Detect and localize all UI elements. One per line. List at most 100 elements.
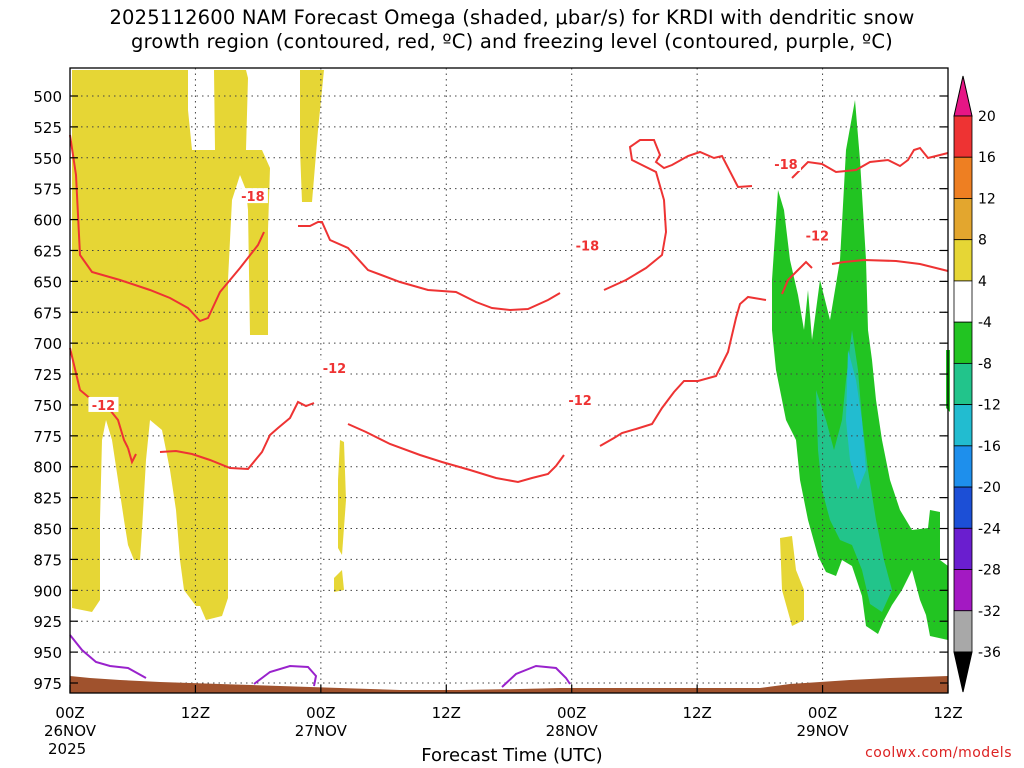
omega-positive-shading	[72, 70, 804, 626]
contour-minus12-far	[781, 260, 813, 295]
plot-frame	[69, 67, 949, 694]
contour-minus12-mid2	[347, 423, 565, 484]
contour-label-1: -18	[576, 240, 600, 255]
contour-label-bg-4	[319, 359, 350, 375]
y-tick-label-650: 650	[33, 273, 62, 291]
y-tick-label-825: 825	[33, 490, 62, 508]
colorbar-label-6: -8	[978, 356, 992, 372]
colorbar-band--4-4	[953, 280, 973, 323]
colorbar-label-10: -24	[978, 521, 1001, 537]
contour-minus18	[69, 134, 265, 323]
contour-minus18-mid	[298, 221, 561, 312]
omega-yellow-region	[72, 70, 270, 620]
colorbar-band--8--4	[953, 321, 973, 364]
y-tick-label-800: 800	[33, 459, 62, 477]
omega-yellow-top-strip	[300, 70, 324, 202]
x-tick-label-0: 00Z	[55, 704, 84, 722]
x-tick-label-12: 12Z	[181, 704, 210, 722]
omega-green-outer	[772, 100, 948, 640]
y-tick-label-500: 500	[33, 88, 62, 106]
x-tick-label-24: 00Z	[306, 704, 335, 722]
contour-label-0: -18	[241, 190, 265, 205]
contour-labels: -18 -18 -18 -12 -12 -12 -12	[88, 155, 833, 414]
contour-minus18-right	[603, 139, 753, 291]
contour-minus12-tail	[127, 447, 137, 465]
gridlines	[70, 68, 948, 693]
colorbar-band--24--20	[953, 486, 973, 529]
colorbar: 20 16 12 8 4 -4 -8 -12 -16 -20 -24 -28 -32 -36	[953, 75, 1001, 693]
omega-cyan	[846, 350, 866, 490]
y-tick-label-550: 550	[33, 150, 62, 168]
y-tick-label-725: 725	[33, 366, 62, 384]
x-tick-date-0: 26NOV	[44, 722, 97, 740]
dgz-contours	[69, 134, 949, 484]
colorbar-band--36--32	[953, 610, 973, 653]
y-tick-label-875: 875	[33, 551, 62, 569]
y-tick-label-900: 900	[33, 582, 62, 600]
contour-minus12-right	[599, 295, 767, 447]
colorbar-band-12-16	[953, 156, 973, 199]
colorbar-label-5: -4	[978, 315, 992, 331]
x-tick-label-84: 12Z	[933, 704, 962, 722]
contour-label-bg-2	[770, 155, 801, 171]
colorbar-band--16--12	[953, 404, 973, 447]
contour-label-bg-5	[565, 392, 596, 408]
colorbar-label-1: 16	[978, 150, 996, 166]
x-tick-date-72: 29NOV	[797, 722, 850, 740]
omega-yellow-late-blob	[780, 536, 804, 626]
colorbar-label-12: -32	[978, 604, 1001, 620]
x-tick-label-36: 12Z	[432, 704, 461, 722]
contour-label-2: -18	[774, 158, 798, 173]
chart-title-line1: 2025112600 NAM Forecast Omega (shaded, μ…	[109, 6, 915, 29]
terrain-fill	[70, 676, 948, 693]
contour-label-3: -12	[92, 399, 116, 414]
x-tick-label-72: 00Z	[808, 704, 837, 722]
contour-label-bg-6	[802, 227, 833, 243]
y-tick-label-575: 575	[33, 181, 62, 199]
colorbar-band-16-20	[953, 115, 973, 158]
y-tick-label-850: 850	[33, 521, 62, 539]
x-tick-date-24: 27NOV	[295, 722, 348, 740]
contour-minus12-mid	[159, 400, 315, 471]
x-tick-label-48: 00Z	[557, 704, 586, 722]
contour-label-6: -12	[806, 230, 830, 245]
contour-label-5: -12	[568, 394, 592, 409]
colorbar-label-4: 4	[978, 274, 987, 290]
colorbar-band--12--8	[953, 362, 973, 406]
colorbar-band--32--28	[953, 569, 973, 612]
y-tick-label-925: 925	[33, 613, 62, 631]
contour-label-4: -12	[323, 362, 347, 377]
colorbar-bottom-arrow	[953, 651, 973, 693]
y-tick-label-625: 625	[33, 242, 62, 260]
colorbar-label-2: 12	[978, 191, 996, 207]
colorbar-band--28--24	[953, 527, 973, 570]
site-credit[interactable]: coolwx.com/models	[865, 745, 1012, 761]
colorbar-label-0: 20	[978, 109, 996, 125]
contour-label-bg-1	[572, 237, 603, 253]
colorbar-label-9: -20	[978, 480, 1001, 496]
colorbar-band-8-12	[953, 198, 973, 241]
colorbar-top-arrow	[953, 75, 973, 117]
y-axis: 500 525 550 575 600 625 650 675 700 725 750 775 800 8…	[33, 88, 948, 693]
y-tick-label-975: 975	[33, 675, 62, 693]
x-axis-title: Forecast Time (UTC)	[421, 745, 603, 766]
colorbar-band--20--16	[953, 445, 973, 488]
y-tick-label-775: 775	[33, 428, 62, 446]
y-tick-label-600: 600	[33, 212, 62, 230]
y-tick-label-950: 950	[33, 644, 62, 662]
chart-title-line2: growth region (contoured, red, ºC) and f…	[131, 30, 893, 53]
contour-label-bg-0	[237, 188, 268, 204]
colorbar-label-11: -28	[978, 563, 1001, 579]
y-tick-label-700: 700	[33, 335, 62, 353]
y-tick-label-525: 525	[33, 119, 62, 137]
contour-minus12-top	[831, 258, 949, 272]
x-tick-label-60: 12Z	[682, 704, 711, 722]
x-tick-date-48: 28NOV	[546, 722, 599, 740]
contour-minus18-far	[791, 146, 949, 179]
omega-yellow-speck	[334, 570, 344, 592]
y-tick-label-750: 750	[33, 397, 62, 415]
omega-yellow-thin-column	[338, 440, 346, 555]
colorbar-label-3: 8	[978, 233, 987, 249]
